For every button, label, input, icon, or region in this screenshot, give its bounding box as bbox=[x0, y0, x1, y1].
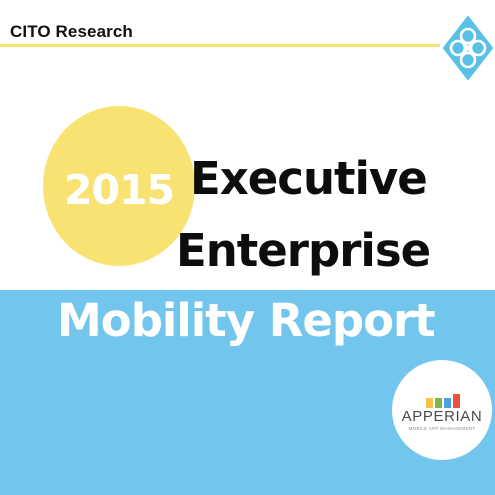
brand-name: CITO Research bbox=[10, 22, 133, 41]
title-line-executive: Executive bbox=[190, 152, 428, 205]
sponsor-tagline: MOBILE APP MANAGEMENT bbox=[408, 426, 476, 431]
sponsor-name: APPERIAN bbox=[401, 408, 483, 425]
title-line-mobility-report: Mobility Report bbox=[57, 294, 436, 347]
year-circle bbox=[43, 106, 195, 266]
report-year: 2015 bbox=[63, 166, 175, 214]
sponsor-badge bbox=[392, 360, 492, 460]
title-line-enterprise: Enterprise bbox=[176, 224, 431, 277]
knot-logo-icon bbox=[443, 16, 493, 80]
header-rule bbox=[0, 44, 440, 47]
apperian-bars-icon bbox=[426, 394, 460, 408]
